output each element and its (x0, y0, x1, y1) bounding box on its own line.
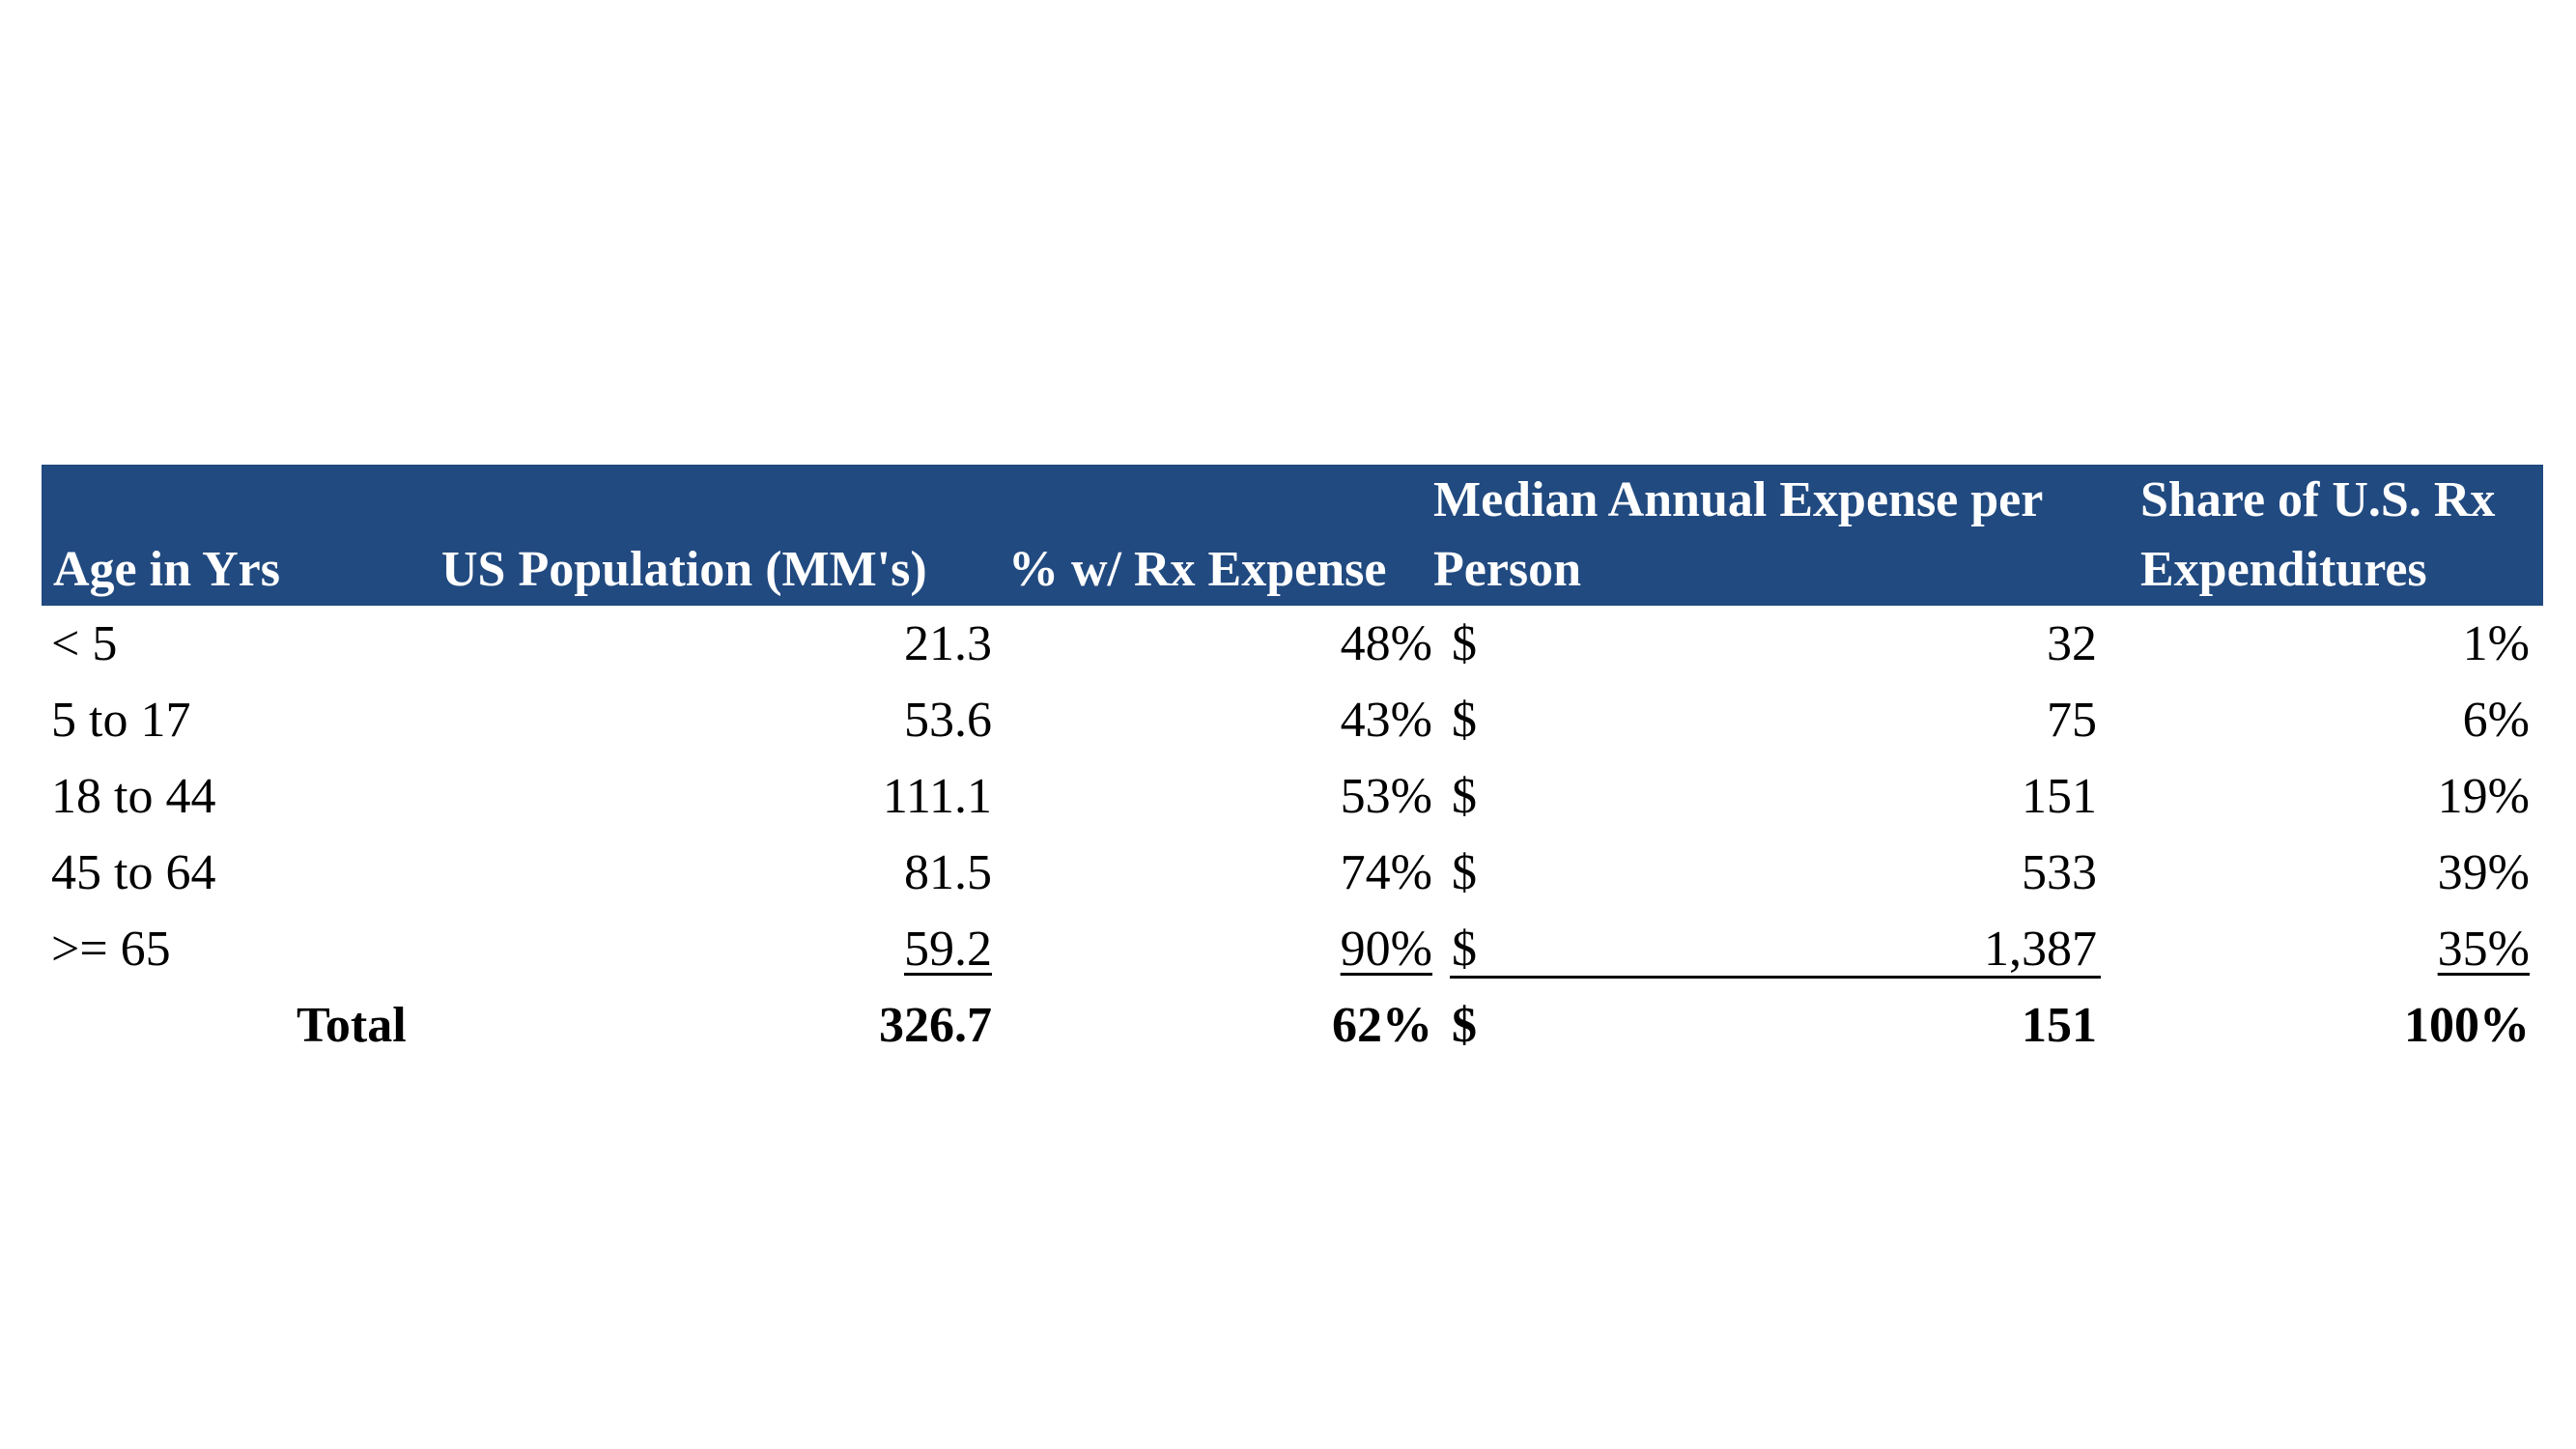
table-row: < 5 21.3 48% $ 32 1% (42, 606, 2543, 682)
cell-pct-rx: 48% (1340, 616, 1432, 671)
total-population: 326.7 (879, 998, 992, 1053)
cell-currency: $ (1452, 845, 1477, 900)
cell-pct-rx: 53% (1340, 769, 1432, 824)
cell-share: 39% (2437, 845, 2530, 900)
cell-pct-rx: 43% (1340, 693, 1432, 748)
total-pct-rx: 62% (1332, 998, 1432, 1053)
header-age: Age in Yrs (53, 542, 280, 597)
cell-age: 18 to 44 (51, 769, 216, 824)
header-share-line2: Expenditures (2140, 542, 2427, 597)
cell-pct-rx: 74% (1340, 845, 1432, 900)
table-row: 45 to 64 81.5 74% $ 533 39% (42, 835, 2543, 911)
cell-median: 32 (2047, 616, 2097, 671)
cell-median: 151 (2022, 769, 2097, 824)
cell-pct-rx: 90% (1340, 922, 1432, 977)
cell-population: 21.3 (904, 616, 992, 671)
cell-population: 53.6 (904, 693, 992, 748)
cell-share: 1% (2462, 616, 2530, 671)
total-share: 100% (2404, 998, 2530, 1053)
cell-age: >= 65 (51, 922, 171, 977)
cell-age: 45 to 64 (51, 845, 216, 900)
table-header: Age in Yrs US Population (MM's) % w/ Rx … (42, 465, 2543, 606)
subtotal-underline (1450, 976, 2101, 979)
header-median-line1: Median Annual Expense per (1433, 472, 2044, 527)
cell-population: 111.1 (882, 769, 992, 824)
header-median-line2: Person (1433, 542, 1582, 597)
cell-population: 81.5 (904, 845, 992, 900)
table-row: >= 65 59.2 90% $ 1,387 35% (42, 911, 2543, 987)
total-currency: $ (1452, 998, 1477, 1053)
header-share-line1: Share of U.S. Rx (2140, 472, 2496, 527)
header-pct-rx: % w/ Rx Expense (1008, 542, 1387, 597)
cell-age: < 5 (51, 616, 118, 671)
table-row: 5 to 17 53.6 43% $ 75 6% (42, 682, 2543, 758)
cell-share: 35% (2437, 922, 2530, 977)
cell-population: 59.2 (904, 922, 992, 977)
table-row: 18 to 44 111.1 53% $ 151 19% (42, 758, 2543, 835)
cell-currency: $ (1452, 922, 1477, 977)
total-row: Total 326.7 62% $ 151 100% (42, 987, 2543, 1064)
total-label: Total (297, 998, 407, 1053)
cell-median: 75 (2047, 693, 2097, 748)
header-population: US Population (MM's) (441, 542, 927, 597)
cell-age: 5 to 17 (51, 693, 191, 748)
total-median: 151 (2022, 998, 2097, 1053)
cell-share: 19% (2437, 769, 2530, 824)
cell-median: 533 (2022, 845, 2097, 900)
cell-currency: $ (1452, 769, 1477, 824)
cell-median: 1,387 (1984, 922, 2097, 977)
rx-expense-table: Age in Yrs US Population (MM's) % w/ Rx … (42, 465, 2543, 1064)
cell-share: 6% (2462, 693, 2530, 748)
cell-currency: $ (1452, 616, 1477, 671)
cell-currency: $ (1452, 693, 1477, 748)
